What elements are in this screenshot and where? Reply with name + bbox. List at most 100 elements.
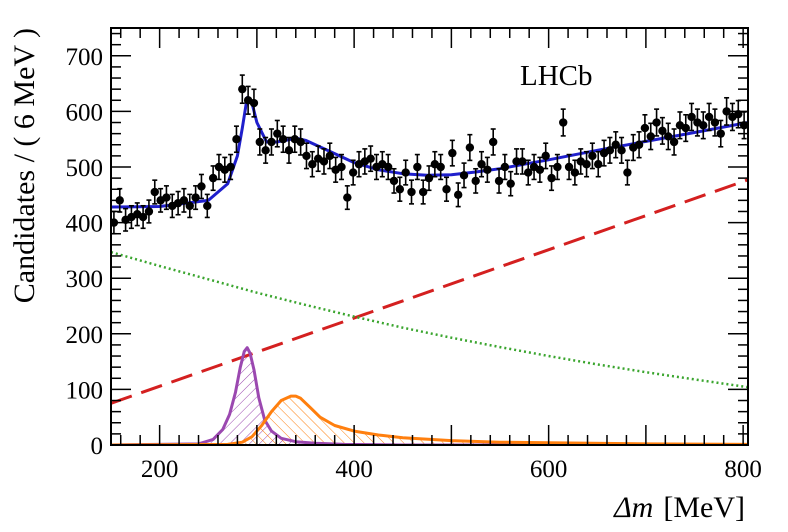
lhcb-label: LHCb (520, 60, 593, 92)
data-point (249, 88, 259, 118)
data-point-marker (337, 162, 346, 172)
data-point (570, 159, 580, 186)
data-point (284, 136, 294, 164)
data-point-marker (185, 201, 194, 211)
x-axis-unit: [MeV] (663, 491, 745, 524)
data-point (168, 193, 177, 219)
data-point (588, 142, 597, 170)
data-point-marker (366, 154, 375, 163)
data-point (238, 74, 247, 105)
data-point (424, 165, 434, 192)
data-point-marker (471, 176, 480, 186)
data-point-marker (348, 168, 358, 177)
data-point (436, 153, 445, 181)
data-point (453, 182, 463, 208)
data-point (664, 122, 673, 151)
data-point (553, 153, 562, 181)
data-point-marker (518, 157, 527, 166)
y-tick-label: 400 (66, 211, 104, 238)
data-point-marker (681, 123, 690, 133)
data-point-marker (383, 162, 393, 172)
plot-frame (110, 27, 749, 446)
data-point-marker (261, 146, 270, 155)
data-point-marker (722, 107, 731, 116)
data-point (226, 153, 235, 181)
data-point-marker (553, 162, 562, 172)
data-point (138, 204, 148, 230)
data-point-marker (704, 112, 714, 122)
data-point (669, 128, 679, 156)
y-tick-label: 600 (66, 99, 104, 126)
data-point (489, 128, 498, 156)
data-point-marker (249, 98, 259, 108)
data-point (208, 165, 218, 192)
data-point-marker (284, 146, 294, 155)
x-axis-symbol: Δm (613, 491, 653, 524)
data-point (401, 159, 410, 186)
data-point (465, 133, 475, 162)
data-point-marker (453, 190, 463, 199)
data-point-marker (535, 165, 545, 174)
data-point-marker (477, 160, 486, 169)
data-point-marker (238, 84, 247, 94)
data-point-marker (646, 132, 655, 141)
data-point (541, 142, 550, 170)
data-point (500, 153, 510, 181)
data-point (395, 176, 405, 202)
data-point (459, 162, 469, 189)
data-point (716, 119, 725, 148)
data-point-marker (489, 137, 498, 147)
data-point (681, 114, 690, 143)
x-tick-label: 400 (335, 456, 373, 483)
data-point (127, 204, 136, 230)
data-point (343, 185, 352, 211)
data-point (366, 145, 375, 173)
data-point (699, 111, 708, 140)
data-point (448, 139, 457, 167)
data-point (232, 125, 241, 154)
linear-component-curve (111, 178, 748, 405)
data-point-marker (605, 146, 615, 155)
data-point-marker (343, 193, 352, 202)
data-point-marker (389, 176, 399, 186)
broad-peak-hatch (111, 396, 748, 445)
data-point-marker (232, 135, 241, 144)
data-point (197, 173, 206, 200)
data-point-marker (710, 118, 720, 127)
data-point-marker (564, 162, 574, 172)
y-axis-title: Candidates / ( 6 MeV ) (8, 28, 41, 303)
data-point (582, 150, 591, 178)
data-point-marker (319, 157, 329, 166)
data-point-marker (594, 160, 603, 169)
data-point-marker (418, 187, 428, 197)
data-point (605, 136, 615, 164)
data-point-marker (500, 162, 510, 172)
data-point (634, 131, 644, 159)
decreasing-component-curve (111, 250, 748, 389)
data-point (559, 108, 568, 137)
narrow-peak-hatch (111, 347, 748, 445)
data-point-marker (664, 132, 673, 141)
data-point-marker (302, 151, 311, 161)
data-point-marker (448, 148, 457, 158)
data-point (704, 102, 714, 132)
data-point (617, 136, 626, 164)
data-point-marker (570, 168, 580, 177)
data-point (267, 128, 276, 156)
x-axis-title: Δm [MeV] (613, 491, 745, 524)
data-point (337, 153, 346, 181)
data-point-marker (699, 121, 708, 130)
x-tick-label: 600 (530, 456, 568, 483)
data-point-marker (669, 137, 679, 147)
data-point-marker (524, 168, 533, 177)
narrow-peak-curve (111, 346, 748, 445)
data-point-marker (325, 151, 335, 161)
data-point (413, 153, 422, 181)
data-point (220, 156, 229, 183)
data-point (442, 176, 451, 202)
data-point-marker (582, 160, 591, 169)
data-point-marker (296, 137, 305, 147)
data-point-marker (559, 118, 568, 127)
data-point (383, 153, 393, 181)
